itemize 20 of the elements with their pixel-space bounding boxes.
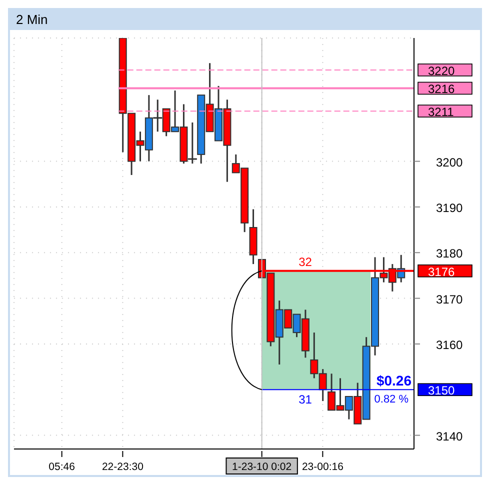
ref-line-label: 3176: [428, 264, 456, 279]
ref-line-label: 3220: [428, 64, 456, 78]
ref-line-label: 3150: [428, 384, 456, 398]
annotation: 0.82 %: [374, 394, 409, 406]
y-tick-label: 3170: [436, 292, 464, 306]
annotation: 32: [298, 254, 312, 269]
annotation: 31: [298, 392, 312, 407]
ref-line-label: 3216: [428, 82, 456, 96]
x-tick-label: 23-00:16: [302, 461, 344, 473]
x-tick-label: 22-23:30: [102, 461, 144, 473]
ref-line-label: 3211: [428, 105, 454, 120]
y-tick-label: 3180: [436, 246, 464, 261]
y-tick-label: 3160: [436, 338, 464, 352]
y-tick-label: 3200: [436, 155, 464, 170]
y-tick-label: 3190: [436, 200, 464, 215]
x-tick-label: 1-23-10 0:02: [232, 461, 292, 473]
chart-title: 2 Min: [15, 11, 49, 29]
annotation: $0.26: [376, 372, 412, 389]
y-tick-label: 3140: [436, 429, 464, 444]
x-tick-label: 05:46: [48, 461, 76, 473]
